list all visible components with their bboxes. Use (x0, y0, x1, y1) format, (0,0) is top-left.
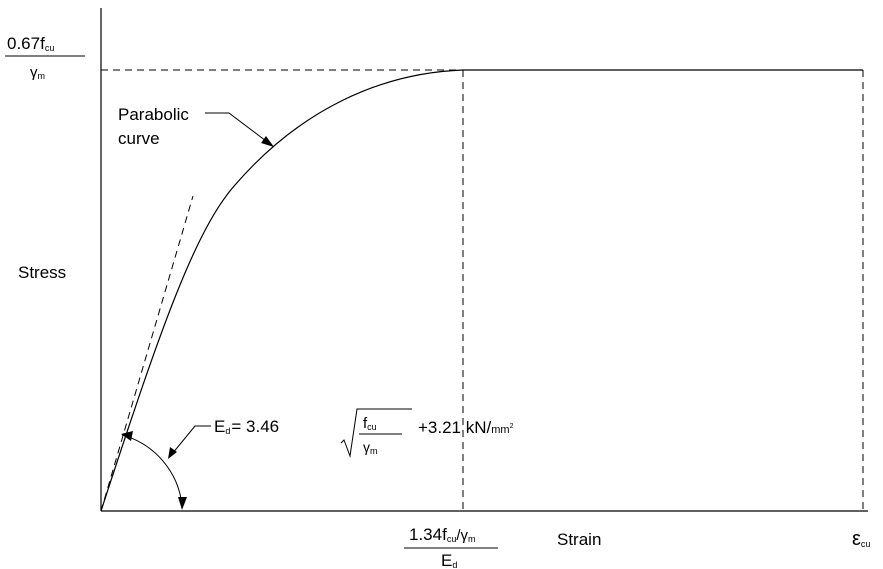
curve-leader-line (205, 112, 267, 142)
peak-strain-label: 1.34fcu/γm Ed (404, 525, 498, 569)
y-axis-label: Stress (18, 263, 66, 282)
max-stress-label: 0.67fcu γm (5, 34, 85, 81)
svg-text:fcu: fcu (363, 415, 377, 432)
modulus-leader-arrowhead (168, 447, 177, 459)
svg-text:0.67fcu: 0.67fcu (7, 34, 54, 53)
svg-text:+3.21 kN/mm2: +3.21 kN/mm2 (418, 418, 514, 437)
modulus-angle-arc (121, 434, 183, 506)
svg-text:Ed: Ed (441, 551, 457, 569)
initial-tangent-dashed-line (100, 195, 194, 512)
x-axis-label: Strain (557, 530, 601, 549)
sqrt-symbol (340, 408, 412, 458)
curve-annotation-line1: Parabolic (118, 105, 189, 124)
svg-text:Ed= 3.46: Ed= 3.46 (214, 417, 279, 436)
curve-annotation-line2: curve (118, 129, 160, 148)
arc-arrowhead-bottom (178, 497, 187, 510)
svg-text:γm: γm (363, 439, 378, 456)
modulus-formula: Ed= 3.46 fcu γm +3.21 kN/mm2 (214, 408, 514, 458)
svg-text:1.34fcu/γm: 1.34fcu/γm (409, 525, 476, 544)
svg-text:γm: γm (30, 64, 45, 81)
curve-leader-arrowhead (261, 136, 274, 147)
ultimate-strain-label: εcu (852, 528, 870, 550)
arc-arrowhead-top (121, 431, 133, 441)
modulus-leader-line (171, 425, 211, 455)
parabolic-curve (100, 69, 464, 512)
